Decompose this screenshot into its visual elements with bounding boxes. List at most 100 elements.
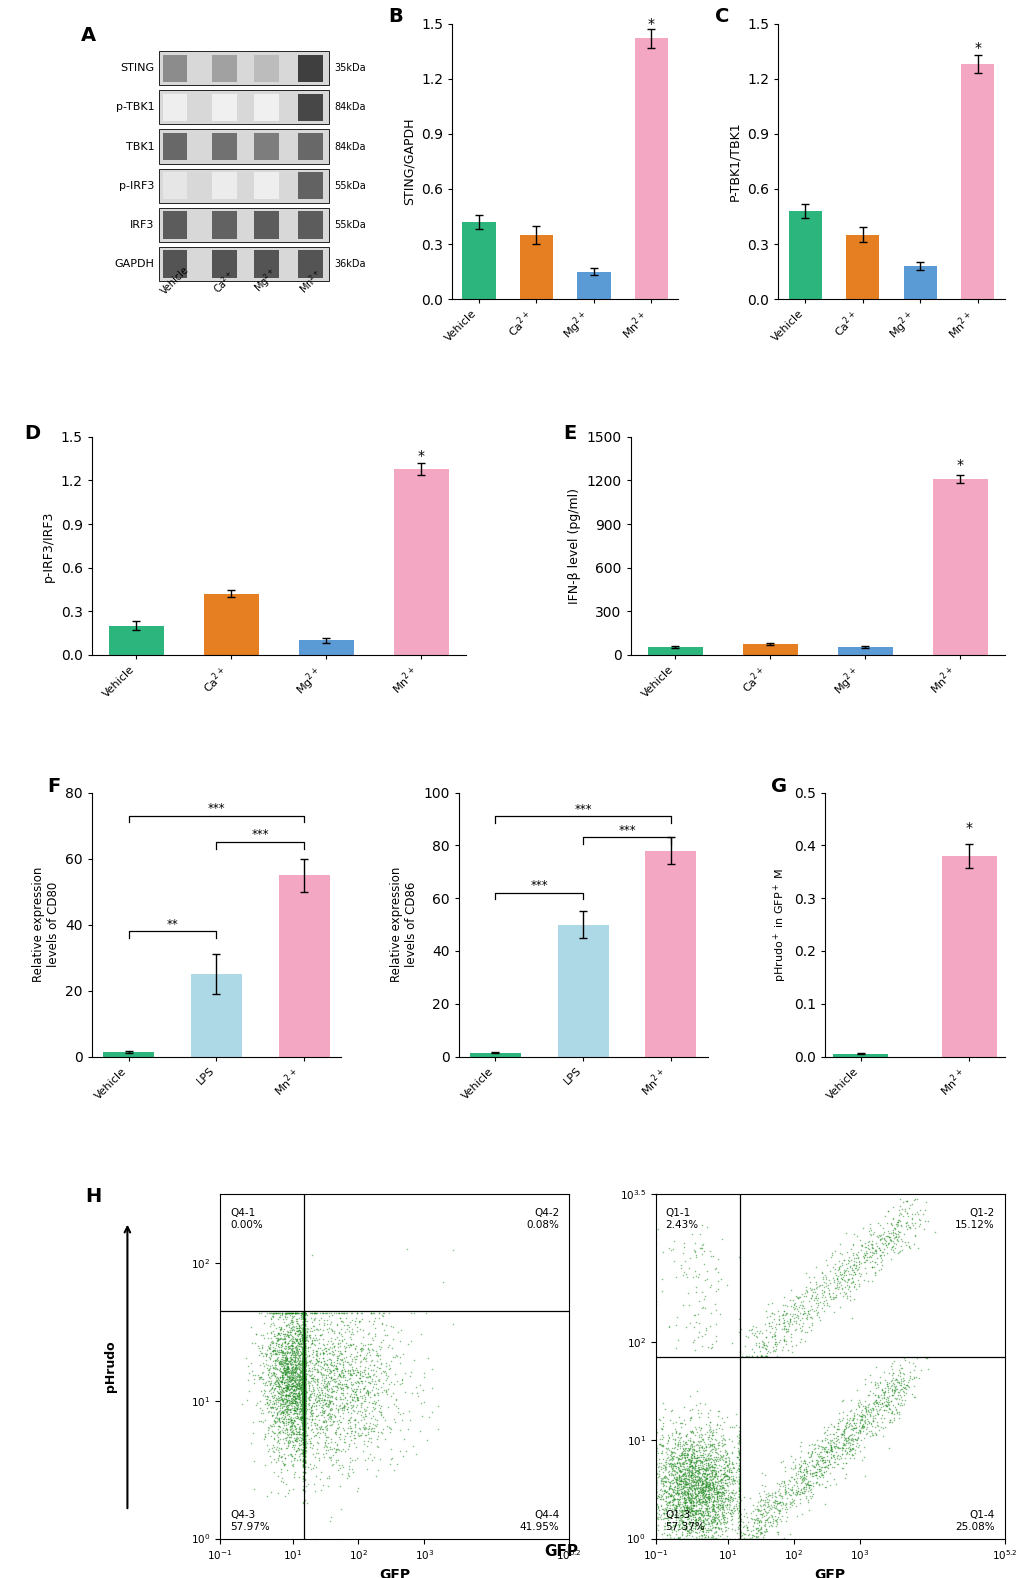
Point	[346, 1335, 363, 1360]
Point	[667, 1469, 684, 1494]
Point	[706, 1499, 722, 1524]
Point	[287, 1374, 304, 1400]
Point	[788, 1296, 804, 1321]
Point	[297, 1344, 313, 1370]
Point	[706, 1291, 722, 1316]
Point	[647, 1526, 663, 1551]
Point	[704, 1494, 720, 1520]
Point	[288, 1318, 305, 1343]
Point	[297, 1411, 313, 1436]
Point	[272, 1349, 288, 1374]
Point	[677, 1471, 693, 1496]
Point	[680, 1471, 696, 1496]
Point	[691, 1480, 707, 1505]
Point	[705, 1477, 721, 1502]
Point	[328, 1343, 344, 1368]
Point	[691, 1475, 707, 1501]
Point	[296, 1359, 312, 1384]
Point	[705, 1505, 721, 1531]
Point	[730, 1466, 746, 1491]
Point	[794, 1475, 810, 1501]
Point	[328, 1374, 344, 1400]
Point	[859, 1237, 875, 1262]
Point	[267, 1363, 283, 1389]
Point	[869, 1236, 886, 1261]
Point	[287, 1400, 304, 1425]
Point	[294, 1371, 311, 1397]
Point	[266, 1324, 282, 1349]
Point	[293, 1349, 310, 1374]
Point	[324, 1352, 340, 1378]
Point	[278, 1332, 294, 1357]
Point	[296, 1326, 312, 1351]
Point	[290, 1422, 307, 1447]
Point	[848, 1225, 864, 1250]
Point	[706, 1482, 722, 1507]
Point	[866, 1390, 882, 1415]
Point	[297, 1398, 313, 1423]
Point	[334, 1363, 351, 1389]
Point	[797, 1278, 813, 1303]
Point	[701, 1431, 717, 1456]
Point	[671, 1483, 687, 1509]
Point	[647, 1515, 663, 1540]
Point	[265, 1411, 281, 1436]
Point	[297, 1390, 313, 1415]
Point	[297, 1392, 313, 1417]
Point	[891, 1209, 907, 1234]
Point	[270, 1438, 286, 1463]
Point	[861, 1378, 877, 1403]
Point	[675, 1461, 691, 1486]
Point	[890, 1202, 906, 1228]
Point	[286, 1378, 303, 1403]
Point	[297, 1351, 313, 1376]
Point	[296, 1367, 312, 1392]
Point	[685, 1498, 701, 1523]
Point	[273, 1338, 289, 1363]
Point	[690, 1461, 706, 1486]
Point	[296, 1354, 312, 1379]
Point	[290, 1371, 307, 1397]
Point	[297, 1363, 313, 1389]
Point	[674, 1428, 690, 1453]
Point	[304, 1356, 320, 1381]
Point	[297, 1354, 313, 1379]
Point	[296, 1349, 312, 1374]
Point	[296, 1307, 312, 1332]
Point	[364, 1374, 380, 1400]
Point	[649, 1507, 665, 1532]
Point	[647, 1496, 663, 1521]
Point	[667, 1471, 684, 1496]
Point	[851, 1408, 867, 1433]
Point	[296, 1398, 312, 1423]
Point	[653, 1479, 669, 1504]
Point	[695, 1438, 711, 1463]
Point	[654, 1507, 671, 1532]
Point	[655, 1520, 672, 1545]
Point	[871, 1237, 888, 1262]
Point	[850, 1419, 866, 1444]
Point	[284, 1412, 301, 1438]
Point	[314, 1371, 330, 1397]
Point	[756, 1507, 772, 1532]
Point	[285, 1344, 302, 1370]
Point	[296, 1412, 312, 1438]
Point	[282, 1392, 299, 1417]
Point	[342, 1351, 359, 1376]
Point	[697, 1455, 713, 1480]
Point	[762, 1300, 779, 1326]
Point	[678, 1422, 694, 1447]
Point	[273, 1401, 289, 1427]
Point	[292, 1414, 309, 1439]
Point	[296, 1387, 312, 1412]
Point	[696, 1447, 712, 1472]
Point	[355, 1363, 371, 1389]
Point	[273, 1354, 289, 1379]
Point	[769, 1307, 786, 1332]
Point	[793, 1296, 809, 1321]
Point	[286, 1387, 303, 1412]
Point	[267, 1357, 283, 1382]
Point	[700, 1412, 716, 1438]
Point	[696, 1526, 712, 1551]
Point	[286, 1368, 303, 1393]
